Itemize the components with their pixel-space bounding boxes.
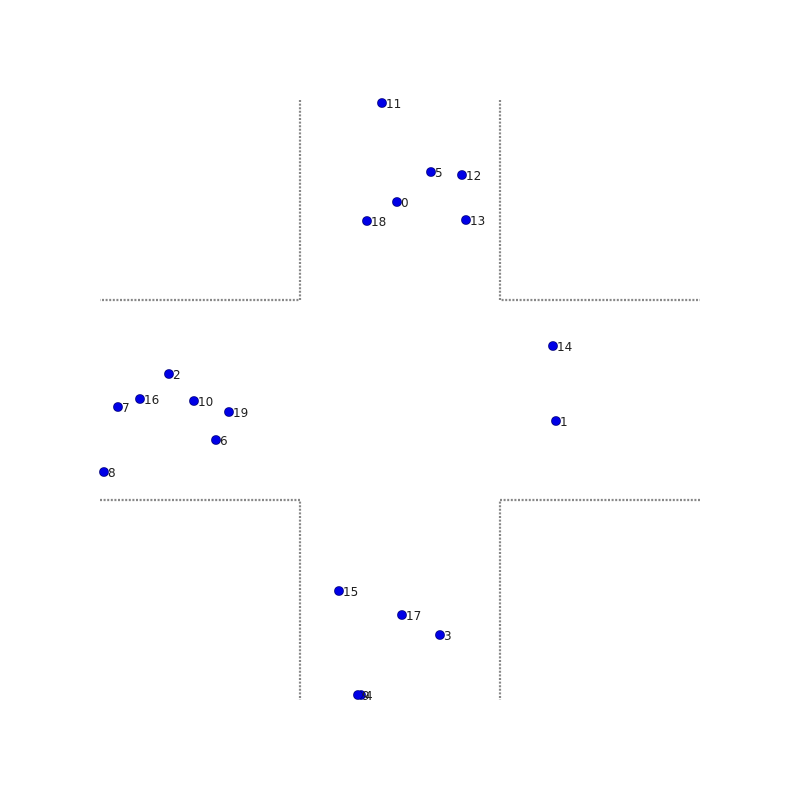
agent-3: 3 xyxy=(435,629,452,643)
agent-dot xyxy=(164,369,174,379)
agent-label: 15 xyxy=(343,585,358,599)
agent-dot xyxy=(224,407,234,417)
agent-dot xyxy=(435,630,445,640)
agent-label: 3 xyxy=(444,629,452,643)
agent-label: 0 xyxy=(401,196,409,210)
agent-label: 17 xyxy=(406,609,421,623)
agent-label: 4 xyxy=(365,689,373,703)
agent-18: 18 xyxy=(362,215,386,229)
agent-6: 6 xyxy=(211,434,228,448)
agent-14: 14 xyxy=(548,340,572,354)
agent-10: 10 xyxy=(189,395,213,409)
agent-label: 12 xyxy=(466,169,481,183)
agent-19: 19 xyxy=(224,406,248,420)
wall-bottom-right xyxy=(498,498,700,700)
agent-label: 8 xyxy=(108,466,116,480)
agent-label: 16 xyxy=(144,393,159,407)
agent-label: 13 xyxy=(470,214,485,228)
agent-dot xyxy=(461,215,471,225)
agent-dot xyxy=(551,416,561,426)
agent-label: 1 xyxy=(560,415,568,429)
agent-13: 13 xyxy=(461,214,485,228)
agent-dot xyxy=(211,435,221,445)
agent-dot xyxy=(377,98,387,108)
agent-11: 11 xyxy=(377,97,401,111)
agent-label: 10 xyxy=(198,395,213,409)
agent-8: 8 xyxy=(99,466,116,480)
agent-label: 9 xyxy=(362,689,370,703)
walls xyxy=(100,100,700,700)
agent-7: 7 xyxy=(113,401,130,415)
agent-17: 17 xyxy=(397,609,421,623)
agent-1: 1 xyxy=(551,415,568,429)
agent-dot xyxy=(397,610,407,620)
agent-dot xyxy=(113,402,123,412)
wall-top-left xyxy=(100,100,302,302)
agent-0: 0 xyxy=(392,196,409,210)
agent-dot xyxy=(362,216,372,226)
agent-dot xyxy=(457,170,467,180)
agent-dot xyxy=(135,394,145,404)
agent-label: 7 xyxy=(122,401,130,415)
agent-dot xyxy=(426,167,436,177)
agent-16: 16 xyxy=(135,393,159,407)
wall-top-right xyxy=(498,100,700,302)
wall-bottom-left xyxy=(100,498,302,700)
agent-dot xyxy=(548,341,558,351)
agent-label: 18 xyxy=(371,215,386,229)
agent-dot xyxy=(189,396,199,406)
agent-dot xyxy=(334,586,344,596)
agent-dot xyxy=(353,690,363,700)
agent-2: 2 xyxy=(164,368,181,382)
agent-label: 5 xyxy=(435,166,443,180)
agent-dot xyxy=(99,467,109,477)
agent-9: 9 xyxy=(353,689,370,703)
agent-label: 19 xyxy=(233,406,248,420)
agent-label: 11 xyxy=(386,97,401,111)
agent-label: 6 xyxy=(220,434,228,448)
agent-dot xyxy=(392,197,402,207)
agent-15: 15 xyxy=(334,585,358,599)
agent-12: 12 xyxy=(457,169,481,183)
agent-5: 5 xyxy=(426,166,443,180)
agent-label: 14 xyxy=(557,340,572,354)
agent-label: 2 xyxy=(173,368,181,382)
